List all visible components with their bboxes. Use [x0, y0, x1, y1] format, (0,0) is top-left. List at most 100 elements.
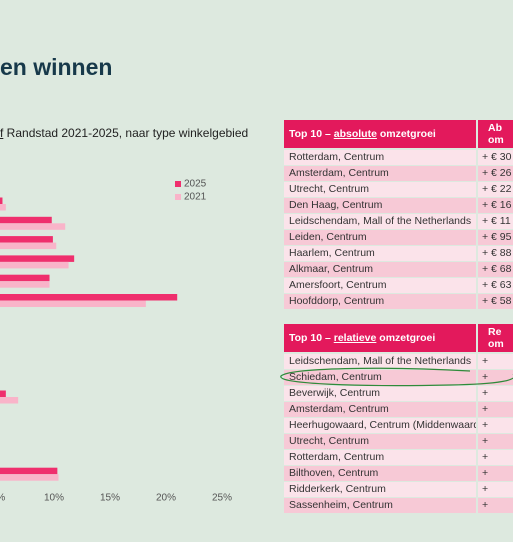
table-row: Rotterdam, Centrum +	[284, 450, 513, 465]
bar	[0, 300, 146, 307]
table-cell: Utrecht, Centrum	[284, 182, 476, 197]
table-row: Amsterdam, Centrum +	[284, 402, 513, 417]
table-row: Utrecht, Centrum +	[284, 434, 513, 449]
table-cell: +	[478, 386, 513, 401]
table-cell: +	[478, 466, 513, 481]
table-cell: Heerhugowaard, Centrum (Middenwaard)	[284, 418, 476, 433]
legend-swatch	[175, 194, 181, 200]
table-cell: Amsterdam, Centrum	[284, 166, 476, 181]
table-cell: Beverwijk, Centrum	[284, 386, 476, 401]
table-cell: +	[478, 402, 513, 417]
table-row: Heerhugowaard, Centrum (Middenwaard) +	[284, 418, 513, 433]
table-cell: Bilthoven, Centrum	[284, 466, 476, 481]
x-tick-label: 25%	[212, 493, 232, 504]
x-tick-label: 20%	[156, 493, 176, 504]
table-row: Bilthoven, Centrum +	[284, 466, 513, 481]
table-row: Alkmaar, Centrum + € 68	[284, 262, 513, 277]
header-cell: Re om	[478, 324, 513, 352]
header-cell: Top 10 – absolute omzetgroei	[284, 120, 476, 148]
table-cell: Haarlem, Centrum	[284, 246, 476, 261]
table-row: Den Haag, Centrum + € 16	[284, 198, 513, 213]
table-row: Rotterdam, Centrum + € 30	[284, 150, 513, 165]
header-text: absolute	[333, 128, 377, 140]
bar	[0, 204, 6, 211]
table-cell: +	[478, 450, 513, 465]
header-text: Ab	[488, 122, 502, 134]
table-cell: +	[478, 370, 513, 385]
table-cell: + € 16	[478, 198, 513, 213]
table-row: Schiedam, Centrum +	[284, 370, 513, 385]
table-cell: + € 95	[478, 230, 513, 245]
table-cell: Alkmaar, Centrum	[284, 262, 476, 277]
table-cell: + € 68	[478, 262, 513, 277]
bar	[0, 255, 75, 262]
table-row: Sassenheim, Centrum +	[284, 498, 513, 513]
table: Top 10 – absolute omzetgroei Ab om Rotterda…	[284, 120, 513, 310]
header-cell: Top 10 – relatieve omzetgroei	[284, 324, 476, 352]
table-cell: +	[478, 418, 513, 433]
table-row: Beverwijk, Centrum +	[284, 386, 513, 401]
table-cell: + € 26	[478, 166, 513, 181]
bar	[0, 242, 57, 250]
table-cell: +	[478, 482, 513, 497]
table-cell: Schiedam, Centrum	[284, 370, 476, 385]
legend-label: 2021	[184, 192, 207, 203]
table-cell: + € 22	[478, 182, 513, 197]
bar	[0, 281, 50, 288]
table-cell: Amsterdam, Centrum	[284, 402, 476, 417]
table-cell: +	[478, 498, 513, 513]
header-cell: Ab om	[478, 120, 513, 148]
table-body: Rotterdam, Centrum + € 30 Amsterdam, Centr…	[284, 150, 513, 309]
table-header: Top 10 – absolute omzetgroei Ab om	[284, 120, 513, 148]
bar	[0, 390, 6, 397]
table-row: Leidschendam, Mall of the Netherlands +	[284, 354, 513, 369]
legend-label: 2025	[184, 179, 207, 190]
table-row: Utrecht, Centrum + € 22	[284, 182, 513, 197]
table-row: Haarlem, Centrum + € 88	[284, 246, 513, 261]
table-cell: Leidschendam, Mall of the Netherlands	[284, 214, 476, 229]
table-cell: + € 11	[478, 214, 513, 229]
bar	[0, 397, 19, 404]
bar	[0, 474, 59, 481]
x-tick-label: 5%	[0, 493, 5, 504]
table-cell: Rotterdam, Centrum	[284, 150, 476, 165]
table-cell: Leidschendam, Mall of the Netherlands	[284, 354, 476, 369]
table-row: Leidschendam, Mall of the Netherlands + €…	[284, 214, 513, 229]
table-row: Leiden, Centrum + € 95	[284, 230, 513, 245]
table: Top 10 – relatieve omzetgroei Re om Leidsch…	[284, 324, 513, 514]
legend-swatch	[175, 181, 181, 187]
table-cell: + € 58	[478, 294, 513, 309]
table-cell: Amersfoort, Centrum	[284, 278, 476, 293]
table-cell: Hoofddorp, Centrum	[284, 294, 476, 309]
chart-subtitle: f Randstad 2021-2025, naar type winkelge…	[0, 126, 248, 140]
bar	[0, 197, 3, 204]
header-text: om	[488, 134, 504, 146]
header-text: Top 10 –	[289, 128, 334, 140]
table-cell: Ridderkerk, Centrum	[284, 482, 476, 497]
header-text: Re	[488, 326, 502, 338]
subtitle-part: f	[0, 126, 4, 140]
bar	[0, 274, 50, 282]
table-header: Top 10 – relatieve omzetgroei Re om	[284, 324, 513, 352]
bar	[0, 223, 66, 230]
table-cell: Den Haag, Centrum	[284, 198, 476, 213]
table-cell: Sassenheim, Centrum	[284, 498, 476, 513]
bar	[0, 216, 52, 224]
table-cell: + € 30	[478, 150, 513, 165]
table-cell: Leiden, Centrum	[284, 230, 476, 245]
table-row: Hoofddorp, Centrum + € 58	[284, 294, 513, 309]
header-text: Top 10 –	[289, 332, 334, 344]
table-cell: + € 63	[478, 278, 513, 293]
table-cell: +	[478, 434, 513, 449]
subtitle-part: Randstad 2021-2025, naar type winkelgebi…	[3, 126, 249, 140]
header-text: om	[488, 338, 504, 350]
table-cell: Rotterdam, Centrum	[284, 450, 476, 465]
x-tick-label: 15%	[100, 493, 120, 504]
table-row: Ridderkerk, Centrum +	[284, 482, 513, 497]
table-cell: +	[478, 354, 513, 369]
x-tick-label: 10%	[44, 493, 64, 504]
header-text: relatieve	[333, 332, 377, 344]
